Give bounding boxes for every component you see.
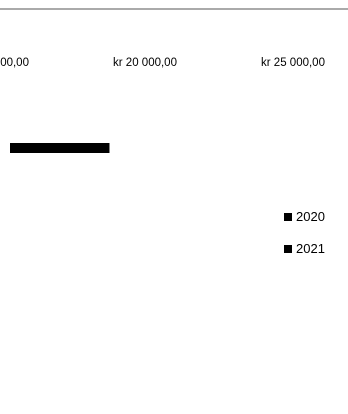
bars xyxy=(10,143,110,153)
legend-item-2020: 2020 xyxy=(284,209,344,225)
legend-item-2021: 2021 xyxy=(284,241,344,257)
x-tick-label: kr 20 000,00 xyxy=(113,57,177,69)
legend-swatch-2020 xyxy=(284,213,292,221)
legend-label-2021: 2021 xyxy=(296,241,325,256)
bar-2020 xyxy=(10,143,110,153)
legend-swatch-2021 xyxy=(284,245,292,253)
legend-label-2020: 2020 xyxy=(296,209,325,224)
x-tick-label: kr 25 000,00 xyxy=(261,57,325,69)
x-tick-labels: kr 15 000,00 kr 20 000,00 kr 25 000,00 xyxy=(0,57,325,69)
legend: 2020 2021 xyxy=(284,209,344,273)
x-tick-label: kr 15 000,00 xyxy=(0,57,29,69)
